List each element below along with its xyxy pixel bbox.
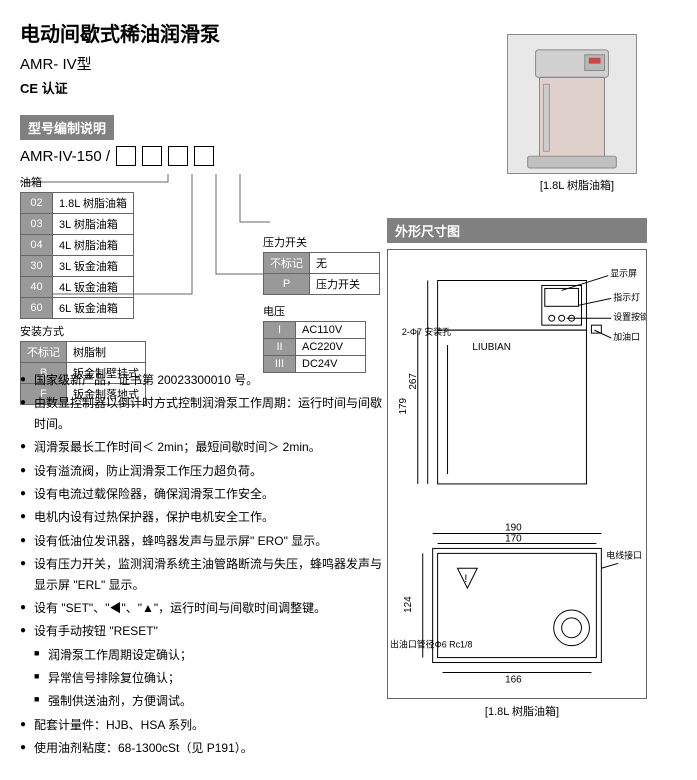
voltage-label-1: AC220V: [296, 339, 366, 356]
tank-label-4: 4L 钣金油箱: [53, 277, 134, 298]
model-section-bar: 型号编制说明: [20, 115, 114, 140]
table-row: 033L 树脂油箱: [21, 214, 134, 235]
pressure-label-1: 压力开关: [310, 274, 380, 295]
tank-label-1: 3L 树脂油箱: [53, 214, 134, 235]
feature-item: 设有 "SET"、"◀"、"▲"，运行时间与间歇时间调整键。: [20, 598, 390, 618]
tank-label-2: 4L 树脂油箱: [53, 235, 134, 256]
feature-item: 配套计量件：HJB、HSA 系列。: [20, 715, 390, 735]
mount-label-0: 树脂制: [67, 342, 146, 363]
table-row: 606L 钣金油箱: [21, 298, 134, 319]
dimension-drawing-icon: LIUBIAN 267 179 显示屏 指示灯 设置按键 加油口 2-Φ7 安装…: [388, 250, 646, 698]
feature-item: 润滑泵最长工作时间＜ 2min；最短间歇时间＞ 2min。: [20, 437, 390, 457]
pressure-code-1: P: [264, 274, 310, 295]
pressure-label-0: 无: [310, 253, 380, 274]
table-row: 不标记无: [264, 253, 380, 274]
svg-text:显示屏: 显示屏: [610, 269, 637, 279]
svg-text:267: 267: [408, 373, 419, 390]
feature-item: 设有电流过载保险器，确保润滑泵工作安全。: [20, 484, 390, 504]
table-row: 021.8L 树脂油箱: [21, 193, 134, 214]
svg-text:加油口: 加油口: [613, 331, 640, 342]
table-row: IIAC220V: [264, 339, 366, 356]
pump-photo-icon: [508, 35, 636, 173]
dimension-section: 外形尺寸图 LIUBIAN 267 179 显示屏 指示灯 设置按键 加油口: [387, 218, 657, 719]
mount-code-0: 不标记: [21, 342, 67, 363]
code-box-1: [116, 146, 136, 166]
svg-text:指示灯: 指示灯: [613, 291, 640, 302]
feature-item: 使用油剂粘度：68-1300cSt（见 P191）。: [20, 738, 390, 758]
table-row: 不标记树脂制: [21, 342, 146, 363]
table-row: 404L 钣金油箱: [21, 277, 134, 298]
code-box-3: [168, 146, 188, 166]
model-code-text: AMR-IV-150 /: [20, 148, 110, 165]
svg-text:190: 190: [505, 523, 522, 534]
pressure-table: 不标记无 P压力开关: [263, 252, 380, 295]
dimension-diagram: LIUBIAN 267 179 显示屏 指示灯 设置按键 加油口 2-Φ7 安装…: [387, 249, 647, 699]
voltage-code-0: I: [264, 322, 296, 339]
dimension-caption: [1.8L 树脂油箱]: [387, 703, 657, 719]
svg-text:LIUBIAN: LIUBIAN: [472, 342, 511, 353]
voltage-table: IAC110V IIAC220V IIIDC24V: [263, 321, 366, 373]
pressure-code-0: 不标记: [264, 253, 310, 274]
svg-text:电线接口: 电线接口: [606, 549, 642, 560]
tank-code-4: 40: [21, 277, 53, 298]
dimension-section-bar: 外形尺寸图: [387, 218, 647, 243]
mount-title: 安装方式: [20, 323, 146, 339]
features-list: 国家级新产品，证书第 20023300010 号。 由数显控制器以倒计时方式控制…: [20, 370, 390, 759]
tank-label-5: 6L 钣金油箱: [53, 298, 134, 319]
tank-code-2: 04: [21, 235, 53, 256]
tank-code-3: 30: [21, 256, 53, 277]
table-row: 044L 树脂油箱: [21, 235, 134, 256]
feature-item: 由数显控制器以倒计时方式控制润滑泵工作周期：运行时间与间歇时间。: [20, 393, 390, 434]
svg-text:179: 179: [398, 397, 409, 414]
code-box-2: [142, 146, 162, 166]
feature-item: 设有压力开关，监测润滑系统主油管路断流与失压，蜂鸣器发声与显示屏 "ERL" 显…: [20, 554, 390, 595]
svg-text:124: 124: [403, 596, 414, 613]
feature-item: 设有低油位发讯器，蜂鸣器发声与显示屏" ERO" 显示。: [20, 531, 390, 551]
tank-label-0: 1.8L 树脂油箱: [53, 193, 134, 214]
voltage-code-1: II: [264, 339, 296, 356]
svg-text:!: !: [464, 573, 467, 585]
svg-text:设置按键: 设置按键: [613, 311, 646, 322]
tank-code-5: 60: [21, 298, 53, 319]
feature-item: 设有溢流阀，防止润滑泵工作压力超负荷。: [20, 461, 390, 481]
voltage-title: 电压: [263, 303, 380, 319]
svg-text:170: 170: [505, 533, 522, 544]
pressure-title: 压力开关: [263, 234, 380, 250]
svg-text:2-Φ7 安装孔: 2-Φ7 安装孔: [402, 326, 451, 337]
sub-feature-item: 润滑泵工作周期设定确认；: [20, 645, 390, 665]
table-row: 303L 钣金油箱: [21, 256, 134, 277]
table-row: IAC110V: [264, 322, 366, 339]
right-tables: 压力开关 不标记无 P压力开关 电压 IAC110V IIAC220V IIID…: [263, 234, 380, 381]
sub-feature-item: 异常信号排除复位确认；: [20, 668, 390, 688]
svg-text:166: 166: [505, 674, 522, 685]
product-photo-caption: [1.8L 树脂油箱]: [507, 177, 647, 193]
svg-text:出油口管径Φ6 Rc1/8: 出油口管径Φ6 Rc1/8: [390, 639, 473, 650]
feature-item: 电机内设有过热保护器，保护电机安全工作。: [20, 507, 390, 527]
product-photo-box: [507, 34, 637, 174]
code-tables-area: 油箱 021.8L 树脂油箱 033L 树脂油箱 044L 树脂油箱 303L …: [20, 174, 380, 354]
product-photo: [1.8L 树脂油箱]: [507, 34, 647, 193]
tank-label-3: 3L 钣金油箱: [53, 256, 134, 277]
feature-item: 国家级新产品，证书第 20023300010 号。: [20, 370, 390, 390]
sub-feature-item: 强制供送油剂，方便调试。: [20, 691, 390, 711]
table-row: P压力开关: [264, 274, 380, 295]
feature-item: 设有手动按钮 "RESET": [20, 621, 390, 641]
code-box-4: [194, 146, 214, 166]
tank-code-0: 02: [21, 193, 53, 214]
voltage-label-0: AC110V: [296, 322, 366, 339]
tank-code-1: 03: [21, 214, 53, 235]
tank-title: 油箱: [20, 174, 146, 190]
tank-table: 021.8L 树脂油箱 033L 树脂油箱 044L 树脂油箱 303L 钣金油…: [20, 192, 134, 319]
